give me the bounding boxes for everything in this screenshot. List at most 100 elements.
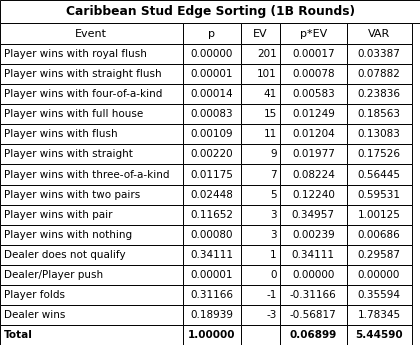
Bar xyxy=(241,325,280,345)
Bar xyxy=(346,185,412,205)
Text: Player wins with straight flush: Player wins with straight flush xyxy=(4,69,162,79)
Bar xyxy=(346,23,412,44)
Bar xyxy=(241,104,280,125)
Text: 0.01977: 0.01977 xyxy=(292,149,335,159)
Bar xyxy=(0,23,183,44)
Bar xyxy=(0,125,183,145)
Text: 0.00583: 0.00583 xyxy=(292,89,335,99)
Text: Dealer wins: Dealer wins xyxy=(4,310,66,320)
Text: 0.01204: 0.01204 xyxy=(292,129,335,139)
Bar xyxy=(0,285,183,305)
Bar xyxy=(183,285,241,305)
Bar xyxy=(183,265,241,285)
Text: 3: 3 xyxy=(270,230,277,240)
Text: Player wins with royal flush: Player wins with royal flush xyxy=(4,49,147,59)
Bar xyxy=(183,145,241,165)
Text: 0.31166: 0.31166 xyxy=(190,290,233,300)
Bar xyxy=(280,23,346,44)
Bar xyxy=(0,84,183,104)
Bar xyxy=(0,64,183,84)
Text: 0.35594: 0.35594 xyxy=(357,290,401,300)
Bar xyxy=(241,185,280,205)
Text: 0.18563: 0.18563 xyxy=(357,109,401,119)
Bar xyxy=(346,285,412,305)
Text: 1: 1 xyxy=(270,250,277,260)
Text: 15: 15 xyxy=(263,109,277,119)
Text: Player wins with full house: Player wins with full house xyxy=(4,109,144,119)
Text: Total: Total xyxy=(4,330,33,340)
Bar xyxy=(241,305,280,325)
Bar xyxy=(241,225,280,245)
Text: 1.78345: 1.78345 xyxy=(357,310,401,320)
Text: 0.00001: 0.00001 xyxy=(190,270,233,280)
Text: 0.34957: 0.34957 xyxy=(292,210,335,220)
Text: 201: 201 xyxy=(257,49,277,59)
Bar xyxy=(0,205,183,225)
Bar xyxy=(183,84,241,104)
Bar xyxy=(346,125,412,145)
Bar xyxy=(183,305,241,325)
Text: 0.34111: 0.34111 xyxy=(190,250,233,260)
Bar xyxy=(241,265,280,285)
Bar xyxy=(280,185,346,205)
Text: 0.06899: 0.06899 xyxy=(290,330,337,340)
Bar xyxy=(346,305,412,325)
Text: 0.13083: 0.13083 xyxy=(357,129,401,139)
Bar xyxy=(346,265,412,285)
Text: 0.59531: 0.59531 xyxy=(357,190,401,199)
Bar xyxy=(183,245,241,265)
Text: Player wins with straight: Player wins with straight xyxy=(4,149,133,159)
Bar xyxy=(183,64,241,84)
Text: 0.17526: 0.17526 xyxy=(357,149,401,159)
Text: EV: EV xyxy=(253,29,268,39)
Bar xyxy=(280,125,346,145)
Text: Player wins with nothing: Player wins with nothing xyxy=(4,230,132,240)
Text: -0.31166: -0.31166 xyxy=(290,290,337,300)
Bar xyxy=(183,44,241,64)
Text: 0.29587: 0.29587 xyxy=(357,250,401,260)
Text: 0.02448: 0.02448 xyxy=(190,190,233,199)
Text: 0.56445: 0.56445 xyxy=(357,169,401,179)
Bar xyxy=(0,44,183,64)
Bar xyxy=(183,185,241,205)
Text: Dealer does not qualify: Dealer does not qualify xyxy=(4,250,126,260)
Text: 0.00686: 0.00686 xyxy=(358,230,400,240)
Bar xyxy=(346,245,412,265)
Text: Player folds: Player folds xyxy=(4,290,65,300)
Text: 0.03387: 0.03387 xyxy=(357,49,401,59)
Text: 0.00083: 0.00083 xyxy=(190,109,233,119)
Text: 3: 3 xyxy=(270,210,277,220)
Text: 0.08224: 0.08224 xyxy=(292,169,335,179)
Text: 0.00001: 0.00001 xyxy=(190,69,233,79)
Bar xyxy=(0,225,183,245)
Bar xyxy=(0,104,183,125)
Text: Caribbean Stud Edge Sorting (1B Rounds): Caribbean Stud Edge Sorting (1B Rounds) xyxy=(66,5,354,18)
Bar xyxy=(346,225,412,245)
Bar xyxy=(241,245,280,265)
Text: 0.00000: 0.00000 xyxy=(358,270,400,280)
Text: 0.00014: 0.00014 xyxy=(190,89,233,99)
Text: 0.11652: 0.11652 xyxy=(190,210,233,220)
Text: 5: 5 xyxy=(270,190,277,199)
Text: 11: 11 xyxy=(263,129,277,139)
Text: 0.00109: 0.00109 xyxy=(190,129,233,139)
Bar xyxy=(346,84,412,104)
Text: 0.00220: 0.00220 xyxy=(190,149,233,159)
Bar xyxy=(241,165,280,185)
Bar xyxy=(280,325,346,345)
Bar xyxy=(183,165,241,185)
Text: 41: 41 xyxy=(263,89,277,99)
Text: 1.00000: 1.00000 xyxy=(188,330,236,340)
Bar xyxy=(346,325,412,345)
Text: Event: Event xyxy=(75,29,108,39)
Text: 0.00239: 0.00239 xyxy=(292,230,335,240)
Bar xyxy=(0,185,183,205)
Bar xyxy=(183,125,241,145)
Bar xyxy=(0,145,183,165)
Bar xyxy=(280,145,346,165)
Text: 0.34111: 0.34111 xyxy=(292,250,335,260)
Bar xyxy=(183,23,241,44)
Bar xyxy=(346,165,412,185)
Text: 0.01249: 0.01249 xyxy=(292,109,335,119)
Text: -1: -1 xyxy=(266,290,277,300)
